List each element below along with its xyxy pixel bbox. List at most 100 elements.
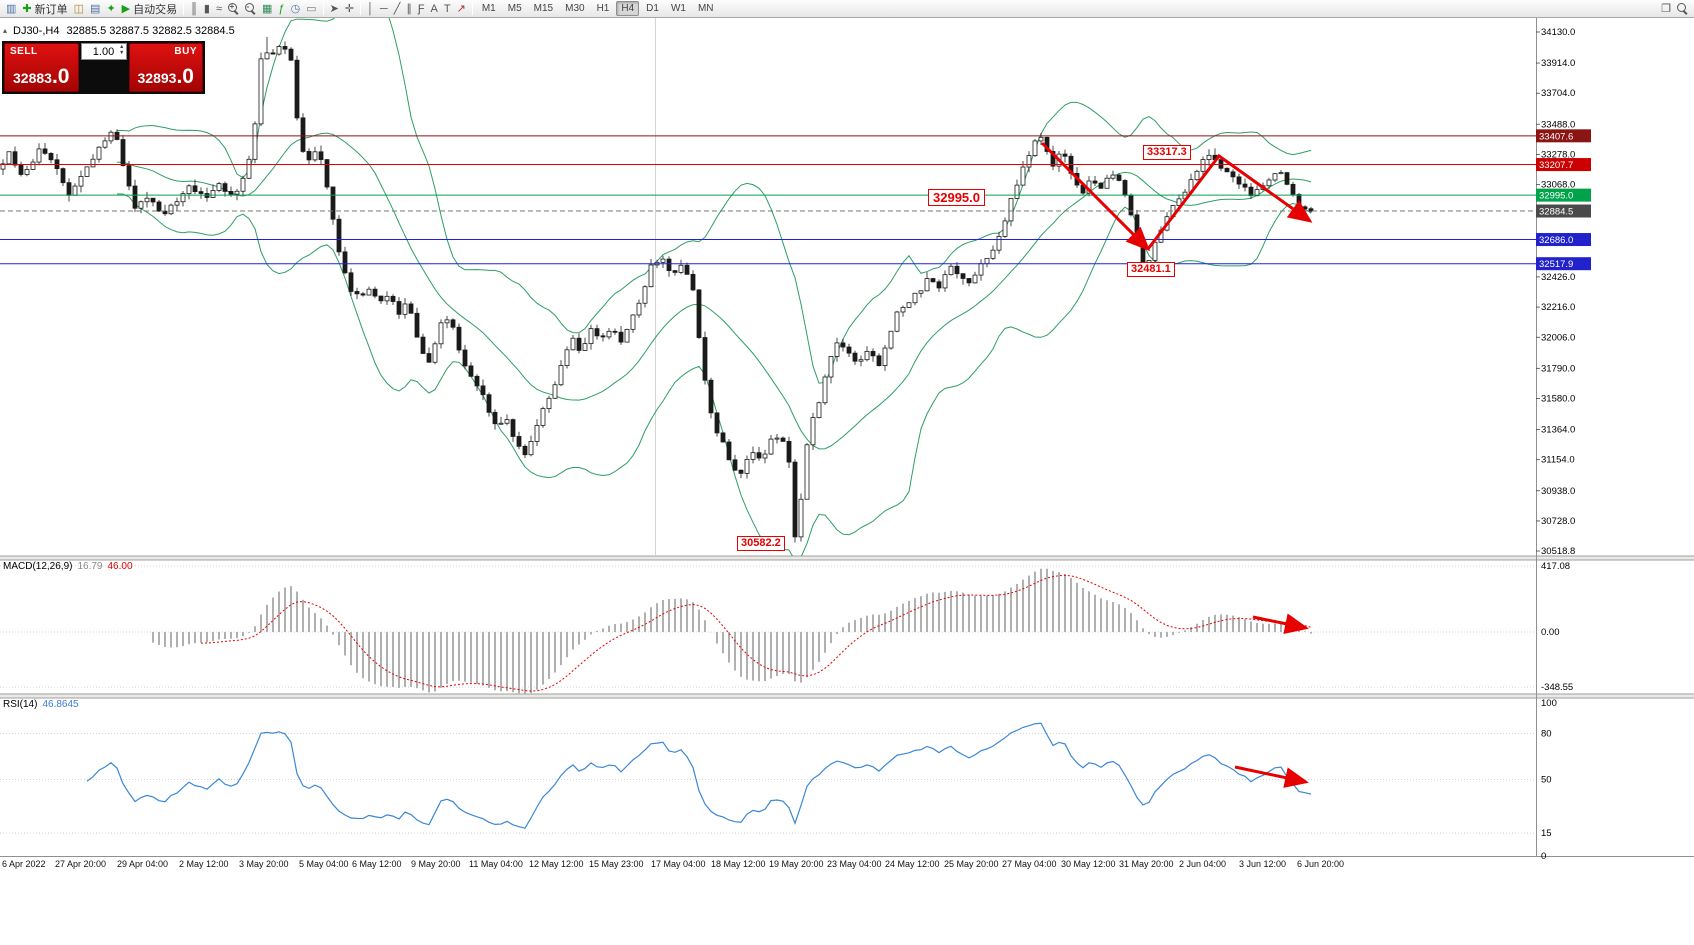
zoom-in-icon[interactable]: + (225, 1, 242, 17)
horizontal-line-icon: ─ (379, 2, 388, 15)
time-axis-label: 27 Apr 20:00 (55, 859, 107, 869)
cursor-icon[interactable]: ➤ (327, 1, 342, 17)
buy-button[interactable]: BUY 32893.0 (128, 43, 203, 92)
candles-chart-icon: ▮ (203, 2, 210, 15)
bars-chart-icon[interactable]: ║ (187, 1, 201, 17)
channel-icon: ∥ (406, 2, 412, 15)
periods-icon[interactable]: ◷ (288, 1, 304, 17)
time-axis-label: 18 May 12:00 (711, 859, 766, 869)
time-axis-label: 11 May 04:00 (469, 859, 523, 869)
macd-signal-value: 46.00 (107, 561, 133, 572)
fibonacci-icon[interactable]: Ƒ (415, 1, 428, 17)
lot-value: 1.00 (92, 45, 115, 58)
bollinger-bands (116, 18, 1312, 556)
label-icon[interactable]: T (441, 1, 454, 17)
tf-button-m30[interactable]: M30 (565, 3, 585, 14)
windows-icon: ❐ (1661, 2, 1671, 15)
sell-button[interactable]: SELL 32883.0 (4, 43, 79, 92)
price-level-label (1536, 257, 1591, 271)
macd-name: MACD(12,26,9) (3, 561, 73, 572)
one-click-trading-panel: SELL 32883.0 1.00 ▲ ▼ BUY 32893.0 (2, 41, 205, 94)
time-axis-label: 29 Apr 04:00 (117, 859, 169, 869)
indicators-icon: ƒ (278, 2, 285, 15)
rsi-value: 46.8645 (42, 699, 79, 710)
price-axis-tick: 30518.8 (1541, 546, 1575, 557)
time-axis-label: 15 May 23:00 (589, 859, 644, 869)
time-axis-label: 6 Apr 2022 (2, 859, 46, 869)
time-axis-label: 25 May 20:00 (944, 859, 999, 869)
price-axis-tick: 34130.0 (1541, 27, 1575, 38)
price-axis-tick: 32426.0 (1541, 272, 1575, 283)
macd-histogram (152, 568, 1312, 694)
zoom-out-icon[interactable]: - (242, 1, 259, 17)
time-axis: 6 Apr 2022 27 Apr 20:00 29 Apr 04:00 2 May … (0, 859, 1694, 872)
time-axis-label: 3 Jun 12:00 (1239, 859, 1287, 869)
horizontal-line-icon[interactable]: ─ (377, 1, 391, 17)
lot-spinner[interactable]: ▲ ▼ (119, 44, 125, 56)
candles-chart-icon[interactable]: ▮ (201, 1, 213, 17)
price-axis-tick: 32006.0 (1541, 332, 1575, 343)
time-axis-label: 27 May 04:00 (1002, 859, 1057, 869)
tile-windows-icon[interactable]: ▦ (259, 1, 275, 17)
tf-button-d1[interactable]: D1 (646, 3, 659, 14)
charts-grid-icon[interactable]: ◫ (71, 1, 87, 17)
auto-trading-button[interactable]: ▶ 自动交易 (119, 1, 180, 17)
tf-button-h1[interactable]: H1 (596, 3, 610, 14)
tf-button-mn[interactable]: MN (697, 3, 714, 14)
candles-layer (0, 37, 1314, 543)
svg-text:33407.6: 33407.6 (1539, 131, 1573, 142)
trendline-icon[interactable]: ╱ (391, 1, 404, 17)
tf-button-m15[interactable]: M15 (533, 3, 554, 14)
time-axis-label: 5 May 04:00 (299, 859, 349, 869)
cursor-icon: ➤ (329, 2, 339, 15)
tile-windows-icon: ▦ (262, 2, 273, 15)
time-axis-label: 6 May 12:00 (352, 859, 402, 869)
oneclick-toggle-icon[interactable]: ▴ (3, 26, 8, 35)
line-chart-icon[interactable]: ≈ (213, 1, 225, 17)
trend-arrow (1146, 153, 1313, 250)
arrow-tools-icon[interactable]: ↗ (454, 1, 469, 17)
chart-window-icon: ▥ (6, 2, 17, 15)
periods-icon: ◷ (290, 2, 301, 15)
macd-main-value: 16.79 (77, 561, 103, 572)
search-icon[interactable] (1674, 1, 1691, 17)
tf-button-w1[interactable]: W1 (670, 3, 686, 14)
indicators-icon[interactable]: ƒ (275, 1, 287, 17)
text-icon[interactable]: A (428, 1, 441, 17)
price-axis-tick: 33704.0 (1541, 88, 1575, 99)
price-axis-tick: 31790.0 (1541, 363, 1575, 374)
macd-signal-line (200, 574, 1312, 692)
chart-window-icon[interactable]: ▥ (3, 1, 19, 17)
time-axis-label: 9 May 20:00 (411, 859, 461, 869)
zoom-out-icon: - (245, 2, 256, 14)
toolbar-separator (183, 2, 185, 15)
time-axis-label: 30 May 12:00 (1061, 859, 1116, 869)
crosshair-icon[interactable]: ✛ (342, 1, 357, 17)
new-order-button: ✚ (22, 2, 32, 15)
channel-icon[interactable]: ∥ (403, 1, 415, 17)
new-order-button[interactable]: ✚ 新订单 (19, 1, 70, 17)
macd-axis-tick: 0.00 (1541, 627, 1560, 638)
vertical-line-icon[interactable]: │ (364, 1, 377, 17)
lot-size-input[interactable]: 1.00 ▲ ▼ (80, 43, 127, 60)
spin-down-icon[interactable]: ▼ (119, 49, 125, 56)
svg-text:32995.0: 32995.0 (1539, 191, 1573, 202)
windows-icon[interactable]: ❐ (1658, 1, 1674, 17)
tf-button-m1[interactable]: M1 (481, 3, 496, 14)
rsi-axis-tick: 100 (1541, 698, 1557, 709)
vertical-line-icon: │ (367, 2, 374, 15)
templates-icon[interactable]: ▭ (303, 1, 319, 17)
tf-button-m5[interactable]: M5 (507, 3, 522, 14)
sell-label: SELL (10, 46, 38, 57)
macd-axis-tick: -348.55 (1541, 682, 1573, 693)
tf-button-h4[interactable]: H4 (616, 1, 640, 16)
navigator-icon[interactable]: ✦ (103, 1, 118, 17)
market-watch-icon[interactable]: ▤ (87, 1, 103, 17)
buy-label: BUY (174, 46, 197, 57)
time-axis-label: 2 Jun 04:00 (1179, 859, 1227, 869)
time-axis-label: 19 May 20:00 (769, 859, 824, 869)
time-axis-label: 24 May 12:00 (885, 859, 940, 869)
price-level-label (1536, 204, 1591, 218)
